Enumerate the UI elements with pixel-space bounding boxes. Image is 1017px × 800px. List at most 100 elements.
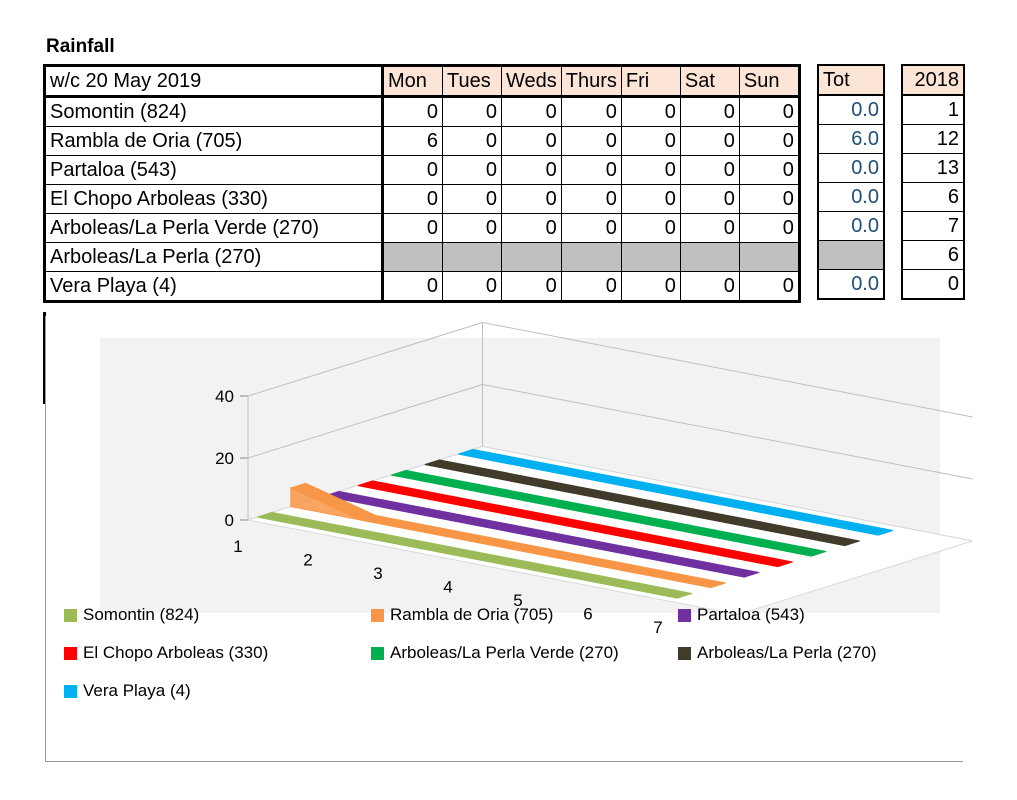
legend-swatch [678, 646, 691, 660]
legend-item: Vera Playa (4) [64, 681, 191, 701]
day-header-fri: Fri [620, 65, 681, 98]
rain-cell[interactable]: 0 [501, 184, 562, 214]
rain-cell[interactable]: 0 [382, 184, 443, 214]
legend-item: Somontin (824) [64, 605, 199, 625]
station-name[interactable]: Vera Playa (4) [44, 271, 384, 302]
rain-cell[interactable]: 0 [620, 271, 681, 302]
rain-cell[interactable]: 0 [382, 213, 443, 243]
rain-cell[interactable]: 0 [738, 126, 800, 156]
legend-swatch [64, 684, 77, 698]
series-area-front [257, 516, 678, 599]
rain-cell[interactable]: 0 [560, 213, 622, 243]
gridline [247, 322, 483, 397]
tot-header: Tot [817, 64, 885, 96]
empty-total-cell[interactable] [817, 240, 885, 270]
rain-cell[interactable]: 0 [560, 271, 622, 302]
rain-cell[interactable]: 0 [738, 96, 800, 127]
legend-label: Rambla de Oria (705) [390, 605, 554, 624]
legend-label: Somontin (824) [83, 605, 200, 624]
rain-cell[interactable]: 0 [679, 213, 740, 243]
week-label: w/c 20 May 2019 [44, 65, 384, 98]
rain-cell[interactable]: 0 [620, 155, 681, 185]
gridline [482, 322, 973, 418]
table-row: Vera Playa (4) 0 0 0 0 0 0 0 [44, 271, 800, 302]
empty-cell[interactable] [679, 242, 740, 272]
legend-label: Partaloa (543) [697, 605, 805, 624]
table-row: Rambla de Oria (705) 6 0 0 0 0 0 0 [44, 126, 800, 156]
year-2018-cell[interactable]: 0 [901, 269, 965, 300]
series-area-front [424, 464, 845, 547]
x-tick-label: 3 [373, 564, 382, 583]
legend-swatch [371, 646, 384, 660]
empty-cell[interactable] [738, 242, 800, 272]
rain-cell[interactable]: 0 [679, 155, 740, 185]
station-name[interactable]: Arboleas/La Perla Verde (270) [44, 213, 384, 243]
rain-cell[interactable]: 0 [738, 213, 800, 243]
y-tick-label: 40 [215, 387, 234, 406]
rain-cell[interactable]: 0 [442, 126, 502, 156]
rain-cell[interactable]: 0 [442, 271, 502, 302]
rain-cell[interactable]: 0 [560, 96, 622, 127]
legend-label: El Chopo Arboleas (330) [83, 643, 269, 662]
station-name[interactable]: Rambla de Oria (705) [44, 126, 384, 156]
legend-label: Vera Playa (4) [83, 681, 191, 700]
year-header: 2018 [901, 64, 965, 96]
station-name[interactable]: Arboleas/La Perla (270) [44, 242, 384, 272]
y-tick-label: 0 [225, 511, 234, 530]
legend-label: Arboleas/La Perla (270) [697, 643, 877, 662]
table-row: Partaloa (543) 0 0 0 0 0 0 0 [44, 155, 800, 185]
total-cell[interactable]: 0.0 [817, 211, 885, 241]
x-tick-label: 7 [653, 618, 662, 637]
year-2018-cell[interactable]: 7 [901, 211, 965, 241]
rain-cell[interactable]: 0 [738, 184, 800, 214]
rain-cell[interactable]: 0 [501, 271, 562, 302]
legend-item: Arboleas/La Perla Verde (270) [371, 643, 619, 663]
rain-cell[interactable]: 0 [442, 213, 502, 243]
legend-swatch [678, 608, 691, 622]
day-header-sun: Sun [738, 65, 800, 98]
legend-swatch [64, 608, 77, 622]
table-frame-edge [43, 312, 46, 404]
legend-item: Arboleas/La Perla (270) [678, 643, 877, 663]
series-area-front [391, 474, 812, 557]
total-cell[interactable]: 0.0 [817, 182, 885, 212]
x-tick-label: 2 [303, 551, 312, 570]
station-name[interactable]: Somontin (824) [44, 96, 384, 127]
empty-cell[interactable] [382, 242, 443, 272]
total-cell[interactable]: 6.0 [817, 124, 885, 154]
rain-cell[interactable]: 0 [501, 213, 562, 243]
year-2018-column: 2018 1 12 13 6 7 6 0 [901, 64, 965, 300]
legend-label: Arboleas/La Perla Verde (270) [390, 643, 619, 662]
x-tick-label: 5 [513, 591, 522, 610]
empty-cell[interactable] [560, 242, 622, 272]
series-area-front [458, 453, 879, 536]
total-cell[interactable]: 0.0 [817, 153, 885, 183]
legend-item: Partaloa (543) [678, 605, 805, 625]
gridline [482, 384, 973, 480]
year-2018-cell[interactable]: 6 [901, 240, 965, 270]
y-tick-label: 20 [215, 449, 234, 468]
legend-item: El Chopo Arboleas (330) [64, 643, 268, 663]
table-row: Arboleas/La Perla (270) [44, 242, 800, 272]
sheet-title: Rainfall [46, 36, 115, 57]
rain-cell[interactable]: 0 [382, 271, 443, 302]
rain-cell[interactable]: 0 [738, 271, 800, 302]
legend-swatch [64, 646, 77, 660]
legend-item: Rambla de Oria (705) [371, 605, 553, 625]
x-tick-label: 6 [583, 605, 592, 624]
legend-swatch [371, 608, 384, 622]
x-tick-label: 4 [443, 578, 452, 597]
rain-cell[interactable]: 0 [560, 184, 622, 214]
rain-cell[interactable]: 0 [382, 96, 443, 127]
station-name[interactable]: El Chopo Arboleas (330) [44, 184, 384, 214]
rainfall-table: w/c 20 May 2019 Mon Tues Weds Thurs Fri Sat Sun… [43, 64, 801, 303]
station-name[interactable]: Partaloa (543) [44, 155, 384, 185]
rain-cell[interactable]: 0 [382, 155, 443, 185]
total-cell[interactable]: 0.0 [817, 269, 885, 300]
day-header-tues: Tues [442, 65, 502, 98]
series-area-front [357, 485, 778, 568]
rain-cell[interactable]: 6 [382, 126, 443, 156]
x-tick-label: 1 [233, 537, 242, 556]
year-2018-cell[interactable]: 1 [901, 94, 965, 125]
rain-cell[interactable]: 0 [620, 126, 681, 156]
